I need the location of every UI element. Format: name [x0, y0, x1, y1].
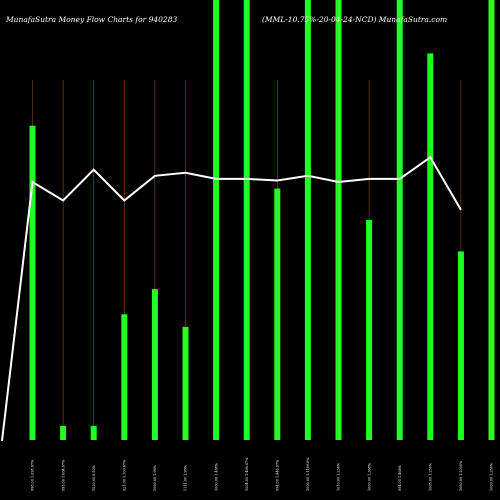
bar [151, 289, 158, 440]
x-tick-label: 1065.00 1.250% [429, 462, 433, 491]
money-flow-line [1, 155, 462, 442]
bar [213, 0, 220, 440]
x-tick-label: 1060.00 1.468% [214, 462, 218, 491]
bar [182, 326, 189, 440]
x-tick-label: 1060.00 1.96% [153, 464, 157, 491]
x-tick-label: 993.00 1.064.67% [61, 459, 65, 491]
x-tick-label: 994.00 1.468% [398, 464, 402, 491]
bar [335, 0, 342, 440]
x-tick-label: 1000.00 1.1189.8% [306, 457, 310, 491]
bar [29, 125, 36, 440]
bar [243, 0, 250, 440]
bar [274, 188, 281, 440]
x-tick-label: 1020.00 0.50% [92, 464, 96, 491]
x-tick-label: 1060.00 1.368% [367, 462, 371, 491]
bar [304, 0, 311, 440]
bar [366, 220, 373, 440]
x-tick-labels: 998.00 1.098.67% 993.00 1.064.67% 1020.00 … [31, 457, 494, 491]
bar [396, 0, 403, 440]
x-tick-label: 1010.00 1.236% [337, 462, 341, 491]
chart-title-right: (MML-10.75%-20-04-24-NCD) MunafaSutra.co… [262, 15, 447, 24]
x-tick-label: 921.00 1.100.67% [123, 459, 127, 491]
bar [457, 251, 464, 440]
x-tick-label: 1069.00 1.250% [490, 462, 494, 491]
x-tick-label: 1004.00 1.466.67% [245, 457, 249, 491]
bar [427, 53, 434, 441]
bar [90, 425, 97, 440]
bar [121, 314, 128, 440]
bar [60, 425, 67, 440]
bar [488, 0, 495, 440]
x-tick-label: 1111.00 1.96% [184, 464, 188, 491]
bar-series [29, 0, 495, 441]
chart-title-left: MunafaSutra Money Flow Charts for 940283 [5, 15, 177, 24]
x-tick-label: 1080.00 1.2000% [459, 460, 463, 491]
x-tick-label: 998.00 1.098.67% [31, 459, 35, 491]
x-tick-label: 994.00 1.446.67% [276, 459, 280, 491]
